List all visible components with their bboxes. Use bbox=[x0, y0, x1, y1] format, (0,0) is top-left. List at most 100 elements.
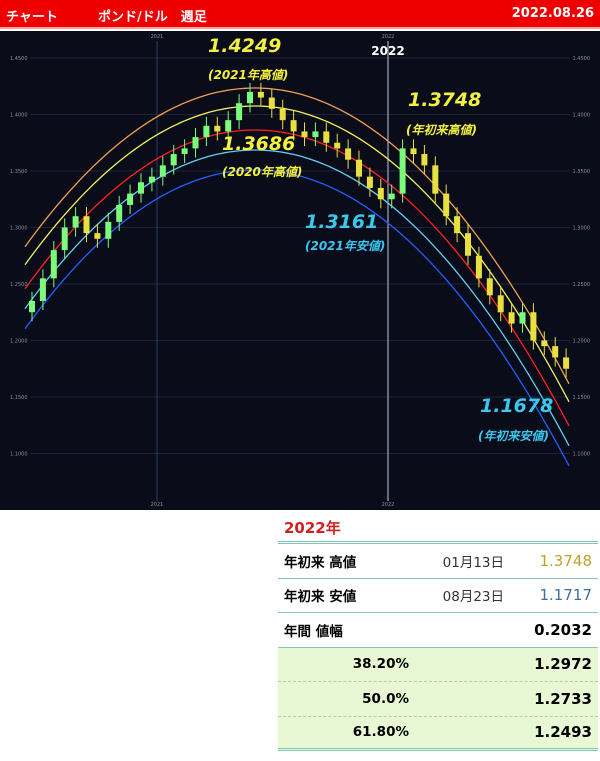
year-label-large: 2022 bbox=[371, 44, 404, 58]
candle-body bbox=[268, 97, 275, 109]
annotation-label: (2021年高値) bbox=[208, 68, 289, 82]
row-date: 08月23日 bbox=[442, 589, 504, 606]
candle-body bbox=[192, 137, 199, 149]
candle-body bbox=[366, 176, 373, 188]
fib-value: 1.2733 bbox=[534, 689, 592, 708]
candle-body bbox=[257, 91, 264, 98]
candle-body bbox=[203, 125, 210, 138]
candle-body bbox=[377, 187, 384, 200]
header-label: チャート bbox=[6, 10, 58, 25]
row-value: 1.1717 bbox=[539, 586, 593, 605]
candle-body bbox=[519, 312, 526, 324]
candle-body bbox=[323, 131, 330, 143]
year-label: 2021 bbox=[151, 34, 164, 40]
year-label: 2022 bbox=[382, 502, 395, 508]
candle-body bbox=[388, 193, 395, 200]
candle-body bbox=[475, 255, 482, 279]
candle-body bbox=[181, 148, 188, 155]
year-label: 2022 bbox=[382, 34, 395, 40]
candle-body bbox=[279, 108, 286, 121]
candle-body bbox=[105, 221, 112, 239]
y-tick-label: 1.4000 bbox=[10, 113, 28, 119]
annotation-value: 1.3686 bbox=[222, 133, 296, 155]
table-row: 年初来 安値 08月23日 1.1717 bbox=[278, 579, 598, 613]
candle-body bbox=[29, 300, 35, 313]
y-tick-label: 1.2000 bbox=[10, 339, 28, 345]
y-tick-label: 1.4500 bbox=[573, 56, 591, 62]
candle-body bbox=[443, 193, 450, 217]
row-label: 年初来 高値 bbox=[284, 554, 357, 571]
row-date: 01月13日 bbox=[442, 554, 504, 571]
annotation-label: (2021年安値) bbox=[305, 239, 386, 253]
envelope-arc bbox=[24, 129, 570, 427]
candle-body bbox=[301, 131, 308, 138]
candle-body bbox=[148, 176, 155, 183]
candle-body bbox=[497, 295, 504, 313]
row-value: 1.3748 bbox=[539, 551, 593, 570]
candle-body bbox=[334, 142, 341, 149]
annotation-value: 1.4249 bbox=[208, 35, 282, 57]
candle-body bbox=[159, 165, 166, 177]
y-tick-label: 1.2500 bbox=[573, 282, 591, 288]
candle-body bbox=[39, 278, 46, 301]
candle-body bbox=[421, 154, 428, 166]
year-label: 2021 bbox=[151, 502, 164, 508]
envelope-arc bbox=[24, 87, 570, 385]
candle-body bbox=[247, 91, 253, 104]
y-tick-label: 1.3500 bbox=[10, 169, 28, 175]
fib-row: 61.80% 1.2493 bbox=[278, 716, 598, 751]
fib-pct: 50.0% bbox=[362, 690, 409, 707]
y-tick-label: 1.3000 bbox=[573, 226, 591, 232]
table-title: 2022年 bbox=[278, 512, 598, 544]
candle-body bbox=[236, 103, 243, 121]
envelope-arc bbox=[24, 105, 570, 403]
annotation-value: 1.1678 bbox=[480, 395, 554, 417]
candle-body bbox=[465, 233, 471, 256]
fib-row: 38.20% 1.2972 bbox=[278, 647, 598, 682]
chart-svg: 1.4500 1.4500 1.4000 1.4000 1.3500 1.3500 1.30… bbox=[10, 34, 591, 508]
candle-body bbox=[345, 148, 352, 160]
annotation-label: (年初来高値) bbox=[406, 123, 477, 137]
y-tick-label: 1.2500 bbox=[10, 282, 28, 288]
y-tick-label: 1.1000 bbox=[573, 452, 591, 458]
table-row: 年間 値幅 0.2032 bbox=[278, 613, 598, 648]
fib-value: 1.2493 bbox=[534, 723, 592, 742]
y-tick-label: 1.1500 bbox=[10, 395, 28, 401]
candle-body bbox=[552, 346, 559, 358]
header-title: ポンド/ドル 週足 bbox=[98, 10, 207, 25]
annotation-value: 1.3748 bbox=[408, 89, 482, 111]
candle-body bbox=[399, 148, 406, 194]
annotation-label: (年初来安値) bbox=[478, 429, 549, 443]
candle-body bbox=[312, 131, 319, 138]
y-tick-label: 1.1000 bbox=[10, 452, 28, 458]
y-tick-label: 1.1500 bbox=[573, 395, 591, 401]
candle-body bbox=[94, 233, 101, 239]
row-label: 年初来 安値 bbox=[284, 589, 357, 606]
candle-body bbox=[454, 216, 461, 234]
candle-body bbox=[170, 154, 177, 166]
candle-body bbox=[225, 120, 232, 132]
summary-table: 2022年 年初来 高値 01月13日 1.3748 年初来 安値 08月23日… bbox=[278, 512, 598, 751]
candle-body bbox=[410, 148, 417, 155]
candle-body bbox=[83, 216, 90, 234]
y-tick-label: 1.2000 bbox=[573, 339, 591, 345]
candle-body bbox=[530, 312, 537, 341]
candle-body bbox=[127, 193, 134, 205]
y-tick-label: 1.3500 bbox=[573, 169, 591, 175]
candle-body bbox=[356, 159, 362, 177]
y-tick-label: 1.4000 bbox=[573, 113, 591, 119]
candle-body bbox=[541, 340, 548, 347]
chart-header: チャート ポンド/ドル 週足 2022.08.26 bbox=[0, 0, 600, 29]
candle-body bbox=[116, 204, 123, 222]
candle-body bbox=[138, 182, 144, 194]
candle-body bbox=[214, 125, 221, 132]
table-row: 年初来 高値 01月13日 1.3748 bbox=[278, 544, 598, 579]
candle-body bbox=[290, 120, 297, 132]
candle-body bbox=[72, 216, 79, 228]
fib-pct: 38.20% bbox=[352, 656, 409, 673]
candle-body bbox=[432, 165, 439, 194]
candle-body bbox=[486, 278, 493, 296]
annotation-label: (2020年高値) bbox=[222, 165, 303, 179]
candle-body bbox=[50, 250, 57, 279]
candle-body bbox=[508, 312, 515, 324]
